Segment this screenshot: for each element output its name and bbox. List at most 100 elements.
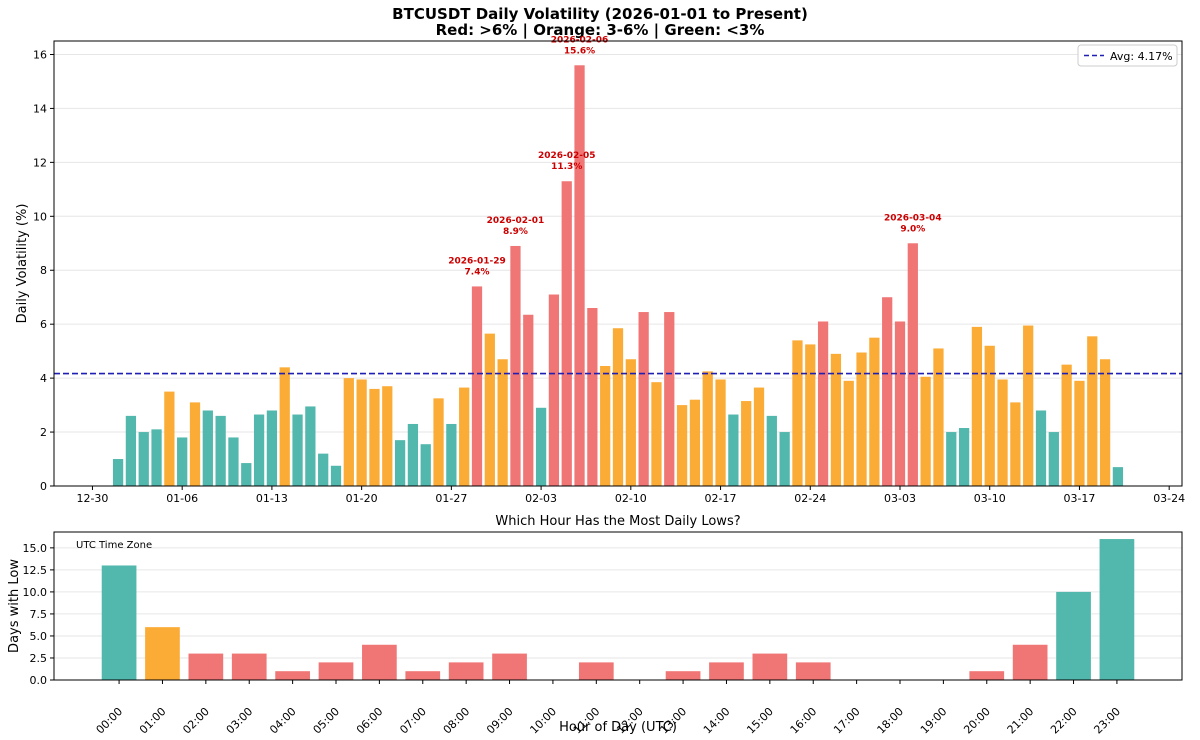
- volatility-bar: [907, 243, 918, 486]
- volatility-bar: [587, 308, 598, 486]
- volatility-bar: [228, 437, 239, 486]
- x-tick-label: 05:00: [311, 705, 343, 737]
- volatility-bar: [651, 382, 662, 486]
- x-tick-label: 08:00: [441, 705, 473, 737]
- volatility-bar: [741, 401, 752, 486]
- hour-bar: [795, 662, 831, 680]
- x-tick-label: 15:00: [744, 705, 776, 737]
- volatility-bar: [1074, 380, 1085, 486]
- y-tick-label: 16: [33, 48, 47, 61]
- y-tick-label: 12.5: [23, 564, 48, 577]
- volatility-bar: [612, 328, 624, 486]
- volatility-bar: [843, 380, 854, 486]
- annotation-value: 9.0%: [900, 224, 925, 234]
- legend-label: Avg: 4.17%: [1110, 50, 1173, 63]
- y-tick-label: 10.0: [23, 586, 48, 599]
- volatility-bar: [318, 453, 329, 486]
- volatility-bar: [420, 444, 431, 486]
- annotation-value: 7.4%: [465, 267, 490, 277]
- volatility-bar: [382, 386, 393, 486]
- volatility-bar: [946, 432, 957, 486]
- volatility-bar: [292, 414, 303, 486]
- x-tick-label: 16:00: [788, 705, 820, 737]
- volatility-bar: [766, 415, 777, 486]
- hour-bar: [275, 671, 310, 680]
- hour-bar: [665, 671, 701, 680]
- volatility-bar: [805, 344, 816, 486]
- hour-bar: [492, 653, 527, 680]
- annotation-date: 2026-03-04: [884, 213, 942, 223]
- figure-title-line2: Red: >6% | Orange: 3-6% | Green: <3%: [435, 21, 765, 39]
- volatility-bar: [715, 379, 726, 486]
- volatility-bar: [1112, 467, 1124, 486]
- volatility-bar: [548, 294, 560, 486]
- volatility-bar: [446, 423, 457, 486]
- hour-bar: [709, 662, 744, 680]
- annotation-value: 15.6%: [564, 46, 595, 56]
- hour-bar: [145, 627, 180, 680]
- volatility-bar: [484, 333, 495, 486]
- hour-bar: [405, 671, 441, 680]
- volatility-bar: [702, 371, 713, 486]
- volatility-bar: [625, 359, 636, 486]
- volatility-bar: [882, 297, 893, 486]
- volatility-bar: [561, 181, 572, 486]
- x-tick-label: 22:00: [1048, 705, 1080, 737]
- x-tick-label: 01:00: [137, 705, 169, 737]
- volatility-bar: [112, 459, 124, 486]
- volatility-bar: [779, 432, 790, 486]
- volatility-bar: [177, 437, 188, 486]
- volatility-bar: [279, 367, 290, 486]
- volatility-bar: [1048, 432, 1059, 486]
- annotation-date: 2026-02-05: [538, 151, 596, 161]
- volatility-bar: [830, 353, 842, 486]
- figure-title-line1: BTCUSDT Daily Volatility (2026-01-01 to …: [392, 5, 808, 23]
- y-tick-label: 14: [33, 102, 47, 115]
- y-axis-label: Daily Volatility (%): [15, 204, 30, 324]
- hour-bar: [362, 644, 397, 680]
- volatility-bar: [535, 407, 547, 486]
- volatility-bar: [343, 378, 354, 486]
- y-tick-label: 12: [33, 156, 47, 169]
- volatility-bar: [920, 376, 931, 486]
- volatility-bar: [189, 402, 201, 486]
- hour-bar: [318, 662, 354, 680]
- annotation-date: 2026-02-01: [487, 216, 545, 226]
- x-tick-label: 03-17: [1063, 492, 1095, 505]
- x-tick-label: 12-30: [76, 492, 108, 505]
- volatility-bar: [869, 337, 880, 486]
- volatility-bar: [1010, 402, 1021, 486]
- x-tick-label: 00:00: [94, 705, 126, 737]
- volatility-bar: [241, 463, 252, 486]
- annotation-date: 2026-01-29: [448, 256, 506, 266]
- volatility-bar: [459, 387, 470, 486]
- volatility-bar: [933, 348, 944, 486]
- x-tick-label: 14:00: [701, 705, 733, 737]
- volatility-bar: [471, 286, 483, 486]
- x-tick-label: 04:00: [267, 705, 299, 737]
- volatility-bar: [164, 391, 175, 486]
- hour-bar: [1012, 644, 1048, 680]
- hour-bar: [448, 662, 484, 680]
- hour-bar: [578, 662, 614, 680]
- volatility-bar: [356, 379, 367, 486]
- x-tick-label: 21:00: [1005, 705, 1037, 737]
- x-tick-label: 01-27: [435, 492, 467, 505]
- annotation-value: 11.3%: [551, 162, 582, 172]
- x-tick-label: 02:00: [180, 705, 212, 737]
- volatility-bar: [638, 312, 649, 486]
- y-tick-label: 0: [40, 480, 47, 493]
- volatility-bar: [407, 423, 419, 486]
- x-tick-label: 17:00: [831, 705, 863, 737]
- volatility-bar: [664, 312, 675, 486]
- volatility-bar: [266, 410, 278, 486]
- timezone-note: UTC Time Zone: [76, 540, 152, 551]
- volatility-bar: [253, 414, 265, 486]
- volatility-bar: [215, 415, 226, 486]
- hourly-chart-title: Which Hour Has the Most Daily Lows?: [495, 514, 741, 529]
- y-tick-label: 5.0: [30, 630, 48, 643]
- hour-bar: [752, 653, 788, 680]
- y-tick-label: 6: [40, 318, 47, 331]
- volatility-bar: [1087, 336, 1098, 486]
- volatility-bar: [394, 440, 406, 486]
